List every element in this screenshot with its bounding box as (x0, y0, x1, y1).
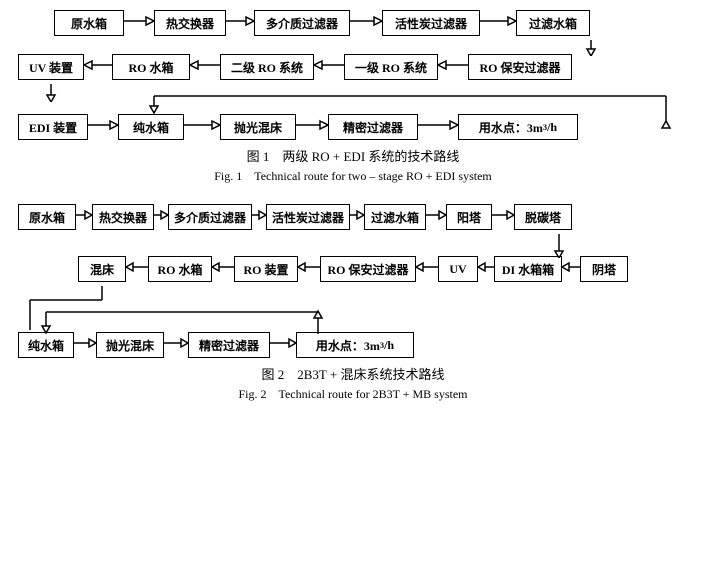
node-ro-guard-filter: RO 保安过滤器 (468, 54, 572, 80)
arrow-right (350, 208, 364, 226)
node-mb: 混床 (78, 256, 126, 282)
node-degas-tower: 脱碳塔 (514, 204, 572, 230)
node-ro-tank: RO 水箱 (112, 54, 190, 80)
node-edi: EDI 装置 (18, 114, 88, 140)
node-multimedia-filter: 多介质过滤器 (168, 204, 252, 230)
arrow-right (426, 208, 446, 226)
fig1-row-1: 原水箱 热交换器 多介质过滤器 活性炭过滤器 过滤水箱 (18, 10, 688, 36)
arrow-right (480, 14, 516, 32)
figure-1: 原水箱 热交换器 多介质过滤器 活性炭过滤器 过滤水箱 UV 装置 RO 水箱 … (18, 10, 688, 184)
fig1-caption-en: Fig. 1 Technical route for two – stage R… (18, 167, 688, 184)
arrow-right (154, 208, 168, 226)
fig2-row-2: 混床 RO 水箱 RO 装置 RO 保安过滤器 UV DI 水箱箱 阴塔 (18, 256, 688, 282)
arrow-right (252, 208, 266, 226)
fig2-conn-r1-r2 (18, 236, 688, 256)
arrow-left (438, 58, 468, 76)
arrow-left (478, 260, 494, 278)
node-heat-exchanger: 热交换器 (154, 10, 226, 36)
node-uv: UV (438, 256, 478, 282)
node-anion-tower: 阴塔 (580, 256, 628, 282)
arrow-left (84, 58, 112, 76)
node-filtered-water-tank: 过滤水箱 (364, 204, 426, 230)
arrow-right (492, 208, 514, 226)
arrow-left (314, 58, 344, 76)
node-ro-unit: RO 装置 (234, 256, 298, 282)
node-cation-tower: 阳塔 (446, 204, 492, 230)
node-filtered-water-tank: 过滤水箱 (516, 10, 590, 36)
arrow-left (298, 260, 320, 278)
node-carbon-filter: 活性炭过滤器 (382, 10, 480, 36)
arrow-left (126, 260, 148, 278)
node-ro1: 一级 RO 系统 (344, 54, 438, 80)
figure-2: 原水箱 热交换器 多介质过滤器 活性炭过滤器 过滤水箱 阳塔 脱碳塔 混床 RO… (18, 204, 688, 402)
node-ro2: 二级 RO 系统 (220, 54, 314, 80)
node-heat-exchanger: 热交换器 (92, 204, 154, 230)
fig2-caption-en: Fig. 2 Technical route for 2B3T + MB sys… (18, 385, 688, 402)
node-ro-tank: RO 水箱 (148, 256, 212, 282)
node-multimedia-filter: 多介质过滤器 (254, 10, 350, 36)
node-raw-water-tank: 原水箱 (54, 10, 124, 36)
arrow-right (124, 14, 154, 32)
node-uv: UV 装置 (18, 54, 84, 80)
fig2-caption-cn: 图 2 2B3T + 混床系统技术路线 (18, 364, 688, 383)
arrow-right (226, 14, 254, 32)
arrow-left (212, 260, 234, 278)
fig1-row-2: UV 装置 RO 水箱 二级 RO 系统 一级 RO 系统 RO 保安过滤器 (18, 54, 688, 80)
arrow-right (76, 208, 92, 226)
arrow-left (416, 260, 438, 278)
fig2-conn-r2-r3 (18, 288, 688, 320)
fig1-caption-cn: 图 1 两级 RO + EDI 系统的技术路线 (18, 146, 688, 165)
node-di-tank: DI 水箱箱 (494, 256, 562, 282)
arrow-left (562, 260, 580, 278)
node-carbon-filter: 活性炭过滤器 (266, 204, 350, 230)
fig2-caption: 图 2 2B3T + 混床系统技术路线 Fig. 2 Technical rou… (18, 364, 688, 402)
fig1-caption: 图 1 两级 RO + EDI 系统的技术路线 Fig. 1 Technical… (18, 146, 688, 184)
node-ro-guard-filter: RO 保安过滤器 (320, 256, 416, 282)
fig2-row-1: 原水箱 热交换器 多介质过滤器 活性炭过滤器 过滤水箱 阳塔 脱碳塔 (18, 204, 688, 230)
node-raw-water-tank: 原水箱 (18, 204, 76, 230)
fig1-conn-r1-r2 (18, 42, 688, 54)
arrow-right (350, 14, 382, 32)
arrow-left (190, 58, 220, 76)
